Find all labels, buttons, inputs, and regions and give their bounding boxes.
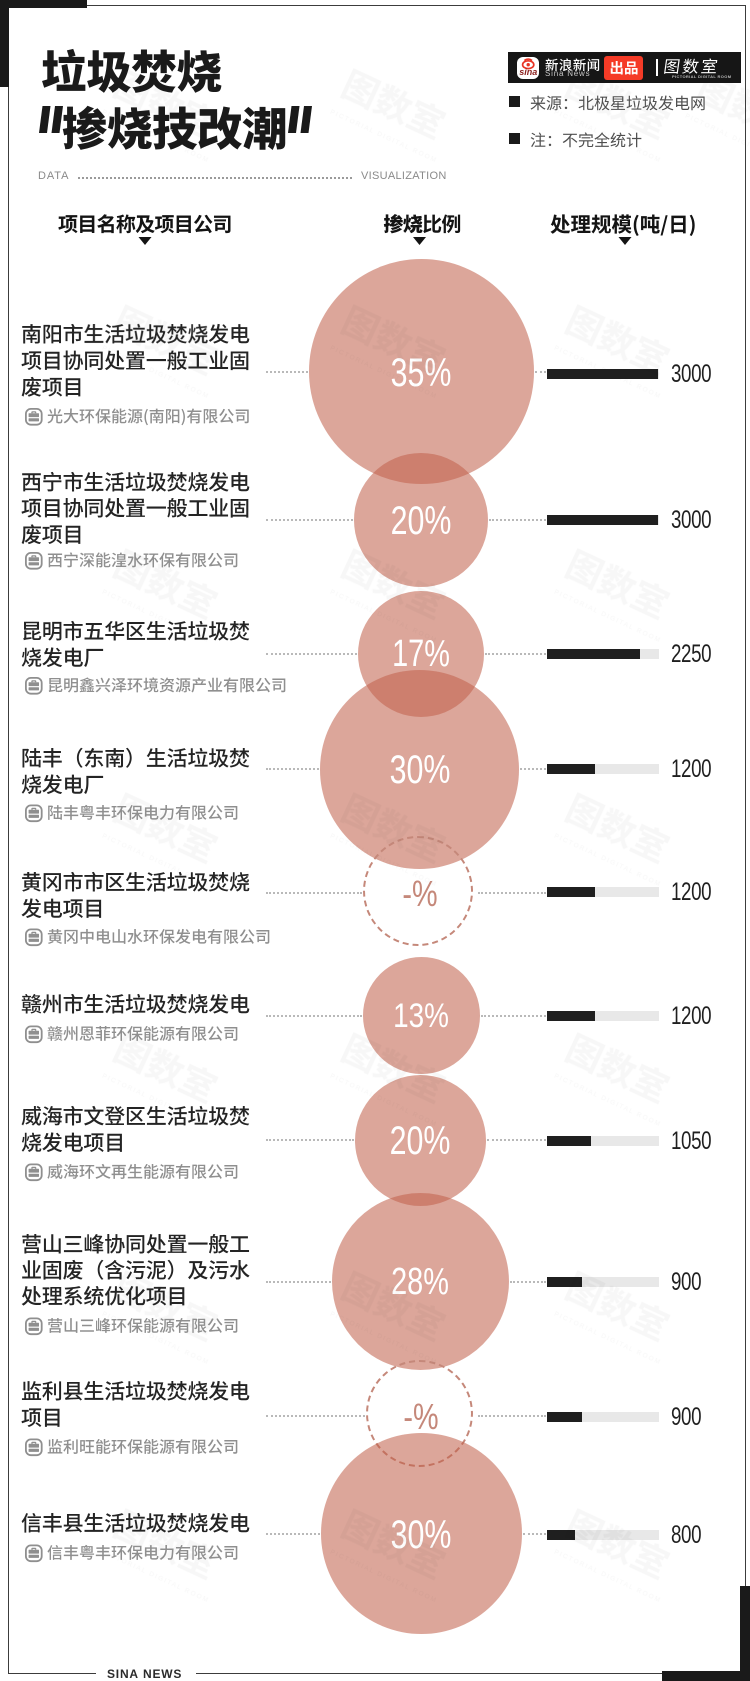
svg-text:PICTORIAL DIGITAL ROOM: PICTORIAL DIGITAL ROOM bbox=[684, 113, 750, 169]
svg-text:Sina News: Sina News bbox=[545, 69, 590, 78]
svg-text:PICTORIAL DIGITAL ROOM: PICTORIAL DIGITAL ROOM bbox=[672, 74, 732, 79]
svg-text:sina: sina bbox=[519, 67, 537, 77]
